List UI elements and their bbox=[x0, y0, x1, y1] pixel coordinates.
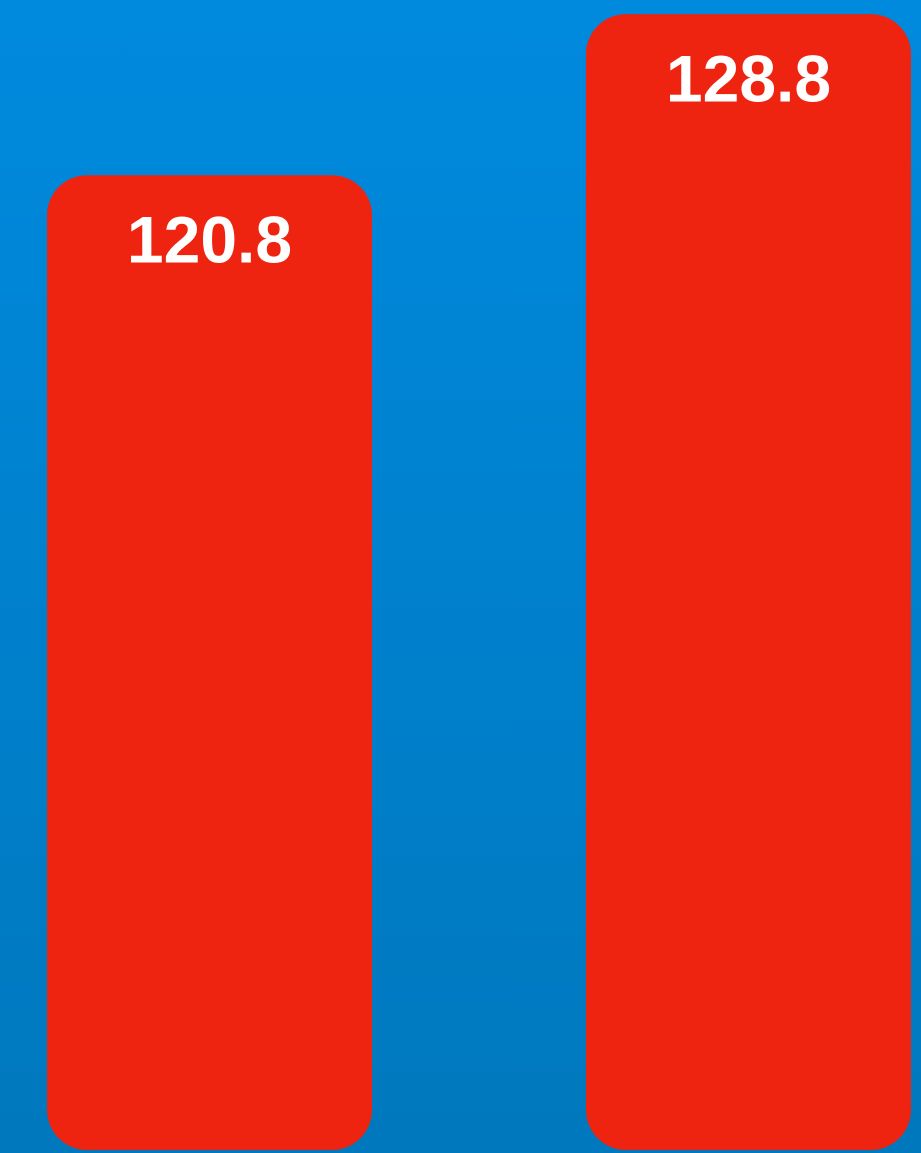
bar bbox=[586, 14, 911, 1151]
bar bbox=[47, 175, 372, 1150]
value-label: 120.8 bbox=[127, 203, 292, 277]
value-label: 128.8 bbox=[666, 42, 831, 116]
